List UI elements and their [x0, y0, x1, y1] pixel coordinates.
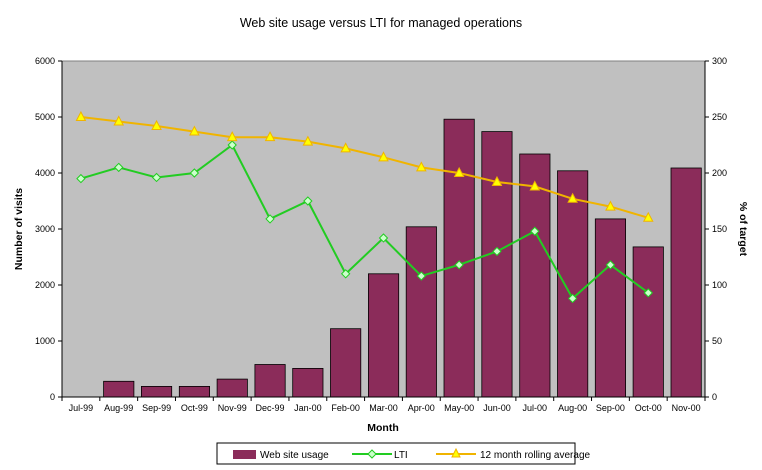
lti-line	[80, 143, 649, 300]
bar	[178, 385, 211, 398]
bar	[519, 153, 551, 398]
rolling-average-point	[529, 180, 541, 191]
x-tick-label: Sep-00	[596, 403, 625, 413]
x-tick-label: Nov-99	[218, 403, 247, 413]
rolling-average-point	[340, 142, 352, 153]
lti-point	[303, 196, 313, 206]
y2-tick-label: 250	[712, 112, 727, 122]
y-axis-ticks: 0 1000 2000 3000 4000 5000 6000	[35, 56, 62, 402]
y2-tick-label: 50	[712, 336, 722, 346]
rolling-average-point	[453, 166, 465, 177]
bar	[330, 328, 362, 398]
x-tick-label: May-00	[444, 403, 474, 413]
bar	[292, 367, 324, 398]
rolling-average-point	[605, 200, 616, 211]
x-tick-label: Mar-00	[369, 403, 398, 413]
y-tick-label: 4000	[35, 168, 55, 178]
legend-label-rolling-average: 12 month rolling average	[480, 450, 591, 461]
x-axis-label: Month	[367, 422, 399, 434]
bar	[367, 273, 400, 398]
x-tick-label: Aug-99	[104, 403, 133, 413]
x-tick-label: Oct-00	[635, 403, 662, 413]
lti-point	[265, 214, 275, 224]
legend-marker-lti	[367, 449, 377, 459]
rolling-average-point	[302, 135, 314, 146]
x-tick-label: Apr-00	[408, 403, 435, 413]
y2-tick-label: 100	[712, 280, 727, 290]
bar	[557, 170, 589, 398]
x-tick-label: Feb-00	[331, 403, 360, 413]
bar	[481, 131, 513, 398]
y2-axis-label: % of target	[737, 202, 749, 257]
y2-tick-label: 150	[712, 224, 727, 234]
x-tick-label: Aug-00	[558, 403, 587, 413]
bar	[254, 364, 286, 398]
y2-axis-ticks: 0 50 100 150 200 250 300	[705, 56, 727, 402]
lti-point	[340, 269, 351, 279]
y-tick-label: 3000	[35, 224, 55, 234]
bar	[670, 167, 702, 398]
x-tick-label: Jul-99	[69, 403, 94, 413]
y-tick-label: 2000	[35, 280, 55, 290]
rolling-average-point	[567, 192, 578, 203]
rolling-average-point	[642, 211, 654, 222]
legend-box	[216, 442, 576, 465]
bar	[216, 378, 248, 398]
rolling-average-point	[75, 110, 87, 121]
rolling-average-point	[264, 131, 276, 142]
lti-point	[76, 173, 86, 184]
y2-tick-label: 200	[712, 168, 727, 178]
lines-layer	[75, 110, 654, 304]
rolling-average-point	[491, 175, 503, 186]
y2-tick-label: 0	[712, 392, 717, 402]
rolling-average-point	[151, 119, 162, 130]
rolling-average-point	[378, 151, 389, 162]
x-tick-label: Sep-99	[142, 403, 171, 413]
lti-point	[151, 172, 162, 183]
y2-tick-label: 300	[712, 56, 727, 66]
x-axis-ticks: Jul-99 Aug-99 Sep-99 Oct-99 Nov-99 Dec-99 Jan-…	[61, 397, 706, 413]
x-tick-label: Jan-00	[294, 403, 322, 413]
legend-marker-rolling-average	[451, 447, 461, 458]
bar	[632, 246, 664, 398]
lti-point	[227, 140, 237, 150]
lti-point	[454, 260, 464, 270]
bar	[405, 226, 437, 398]
bar	[443, 118, 475, 398]
bar	[594, 218, 626, 398]
bars-layer	[103, 118, 702, 398]
legend-swatch-web-site-usage	[233, 450, 256, 459]
y-tick-label: 6000	[35, 56, 55, 66]
lti-point	[643, 288, 653, 298]
bar	[140, 385, 173, 398]
chart-title: Web site usage versus LTI for managed op…	[240, 16, 522, 30]
legend-label-lti: LTI	[394, 450, 408, 461]
rolling-average-line	[80, 116, 649, 219]
legend-label-web-site-usage: Web site usage	[260, 450, 329, 461]
x-tick-label: Oct-99	[181, 403, 208, 413]
lti-point	[530, 226, 540, 236]
x-tick-label: Jul-00	[523, 403, 548, 413]
y-tick-label: 1000	[35, 336, 55, 346]
rolling-average-point	[226, 131, 238, 142]
lti-point	[189, 168, 200, 178]
rolling-average-point	[415, 161, 427, 172]
y-tick-label: 5000	[35, 112, 55, 122]
bar	[103, 380, 135, 398]
lti-point	[114, 162, 124, 173]
lti-point	[378, 233, 389, 243]
x-tick-label: Jun-00	[483, 403, 511, 413]
lti-point	[416, 271, 427, 281]
rolling-average-point	[189, 125, 200, 136]
y-tick-label: 0	[50, 392, 55, 402]
lti-point	[605, 260, 616, 270]
lti-point	[492, 246, 502, 257]
x-tick-label: Nov-00	[672, 403, 701, 413]
x-tick-label: Dec-99	[255, 403, 284, 413]
lti-point	[567, 293, 578, 304]
y-axis-label: Number of visits	[13, 188, 25, 270]
legend: Web site usage LTI 12 month rolling aver…	[216, 442, 591, 465]
rolling-average-point	[113, 115, 125, 126]
